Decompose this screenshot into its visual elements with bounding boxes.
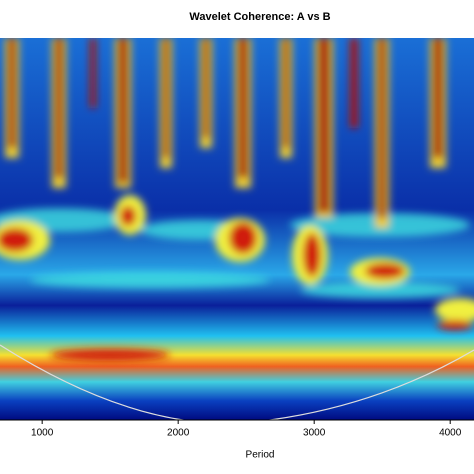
x-tick-label: 4000: [439, 428, 462, 439]
x-tick-label: 2000: [167, 428, 190, 439]
chart-title: Wavelet Coherence: A vs B: [189, 11, 330, 23]
cone-of-influence: [0, 344, 474, 420]
x-axis-label: Period: [246, 450, 275, 461]
x-tick-label: 1000: [31, 428, 54, 439]
x-ticks: 1000 2000 3000 4000: [31, 420, 462, 439]
texture: [0, 38, 474, 361]
heatmap-texture: [0, 38, 474, 420]
x-tick-label: 3000: [303, 428, 326, 439]
